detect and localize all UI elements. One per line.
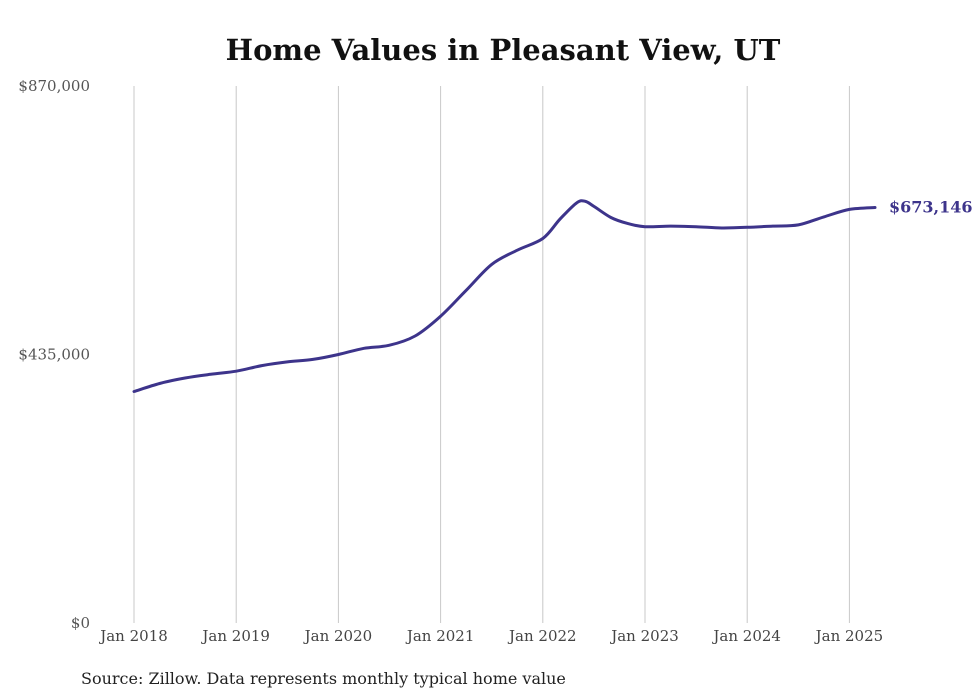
x-tick-label: Jan 2020 [303,627,373,645]
latest-value-label: $673,146 [889,198,973,217]
y-tick-label: $0 [71,614,90,632]
x-tick-label: Jan 2025 [814,627,884,645]
x-tick-label: Jan 2018 [98,627,168,645]
x-tick-label: Jan 2024 [711,627,781,645]
x-tick-label: Jan 2021 [405,627,475,645]
chart-title: Home Values in Pleasant View, UT [226,33,781,67]
x-tick-label: Jan 2022 [507,627,577,645]
y-tick-label: $435,000 [18,346,90,364]
x-tick-label: Jan 2019 [200,627,270,645]
y-axis-ticks: $0 $435,000 $870,000 [18,77,90,632]
source-note: Source: Zillow. Data represents monthly … [81,669,566,688]
grid-lines [133,86,850,623]
x-axis-ticks: Jan 2018 Jan 2019 Jan 2020 Jan 2021 Jan 2022… [98,627,883,645]
x-tick-label: Jan 2023 [609,627,679,645]
y-tick-label: $870,000 [18,77,90,95]
home-value-line [132,199,877,393]
